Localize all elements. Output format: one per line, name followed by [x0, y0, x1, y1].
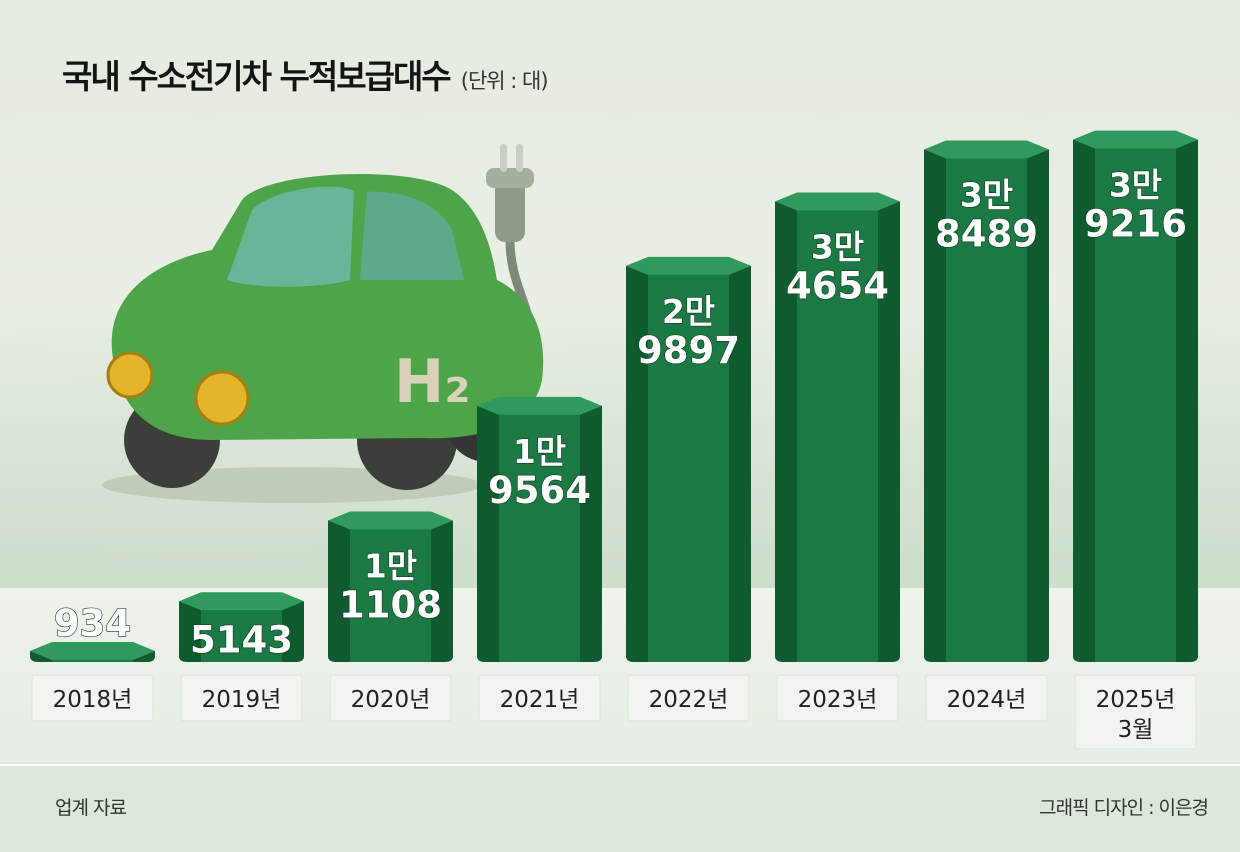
bar-top-cap — [477, 396, 602, 415]
bar-front-face — [797, 210, 878, 662]
category-label-box — [329, 674, 452, 722]
bar-top-cap — [328, 511, 453, 530]
bar-front-face — [648, 274, 729, 662]
value-label: 9216 — [1084, 203, 1187, 246]
bar-top-cap — [30, 642, 155, 660]
value-label: 3만 — [960, 175, 1013, 214]
category-label-box — [1074, 674, 1197, 750]
category-label-box — [925, 674, 1048, 722]
bar-front-face — [52, 660, 133, 662]
car-badge: H₂ — [394, 347, 471, 417]
value-label: 5143 — [190, 618, 293, 661]
bar-top-cap — [924, 140, 1049, 159]
bar-top-cap — [626, 256, 751, 275]
hydrogen-car-illustration: H₂ — [102, 144, 544, 503]
value-label: 9564 — [488, 469, 591, 512]
value-label: 2만 — [662, 292, 715, 331]
value-label: 1만 — [513, 432, 566, 471]
bar-front-face — [350, 529, 431, 662]
category-label: 3월 — [1118, 717, 1154, 743]
bar-front-face — [499, 414, 580, 662]
footer — [0, 764, 1240, 852]
credit-label: 그래픽 디자인 : 이은경 — [1039, 797, 1209, 819]
category-label-box — [776, 674, 899, 722]
category-label-box — [180, 674, 303, 722]
unit-label: (단위 : 대) — [460, 69, 549, 93]
source-label: 업계 자료 — [55, 797, 127, 819]
value-label: 3만 — [811, 227, 864, 266]
value-label: 4654 — [786, 264, 889, 307]
category-label-box — [627, 674, 750, 722]
car-window-front — [227, 186, 354, 287]
bar-top-cap — [1073, 130, 1198, 149]
category-label: 2018년 — [53, 687, 133, 713]
headlight-left — [106, 351, 154, 399]
category-label-box — [478, 674, 601, 722]
category-label: 2022년 — [649, 687, 729, 713]
value-label: 8489 — [935, 212, 1038, 255]
header: 국내 수소전기차 누적보급대수 (단위 : 대) — [62, 50, 549, 98]
value-label: 1108 — [339, 583, 442, 626]
value-label: 934 — [54, 602, 131, 645]
category-label-box — [31, 674, 154, 722]
category-label: 2024년 — [947, 687, 1027, 713]
value-label: 3만 — [1109, 166, 1162, 205]
chart-title: 국내 수소전기차 누적보급대수 — [62, 57, 452, 96]
value-label: 1만 — [364, 546, 417, 585]
category-label: 2021년 — [500, 687, 580, 713]
bar-top-cap — [179, 592, 304, 611]
bar-top-cap — [775, 192, 900, 211]
category-label: 2023년 — [798, 687, 878, 713]
car-window-rear — [360, 191, 464, 280]
value-label: 9897 — [637, 329, 740, 372]
headlight-right — [194, 370, 250, 426]
bar-front-face — [201, 610, 282, 662]
category-label: 2019년 — [202, 687, 282, 713]
bar-front-face — [1095, 148, 1176, 663]
bar-2: 5143 2019년 — [179, 592, 304, 722]
bar-front-face — [946, 158, 1027, 662]
category-label: 2020년 — [351, 687, 431, 713]
bar-1: 934 2018년 — [30, 601, 155, 722]
category-label: 2025년 — [1096, 687, 1176, 713]
